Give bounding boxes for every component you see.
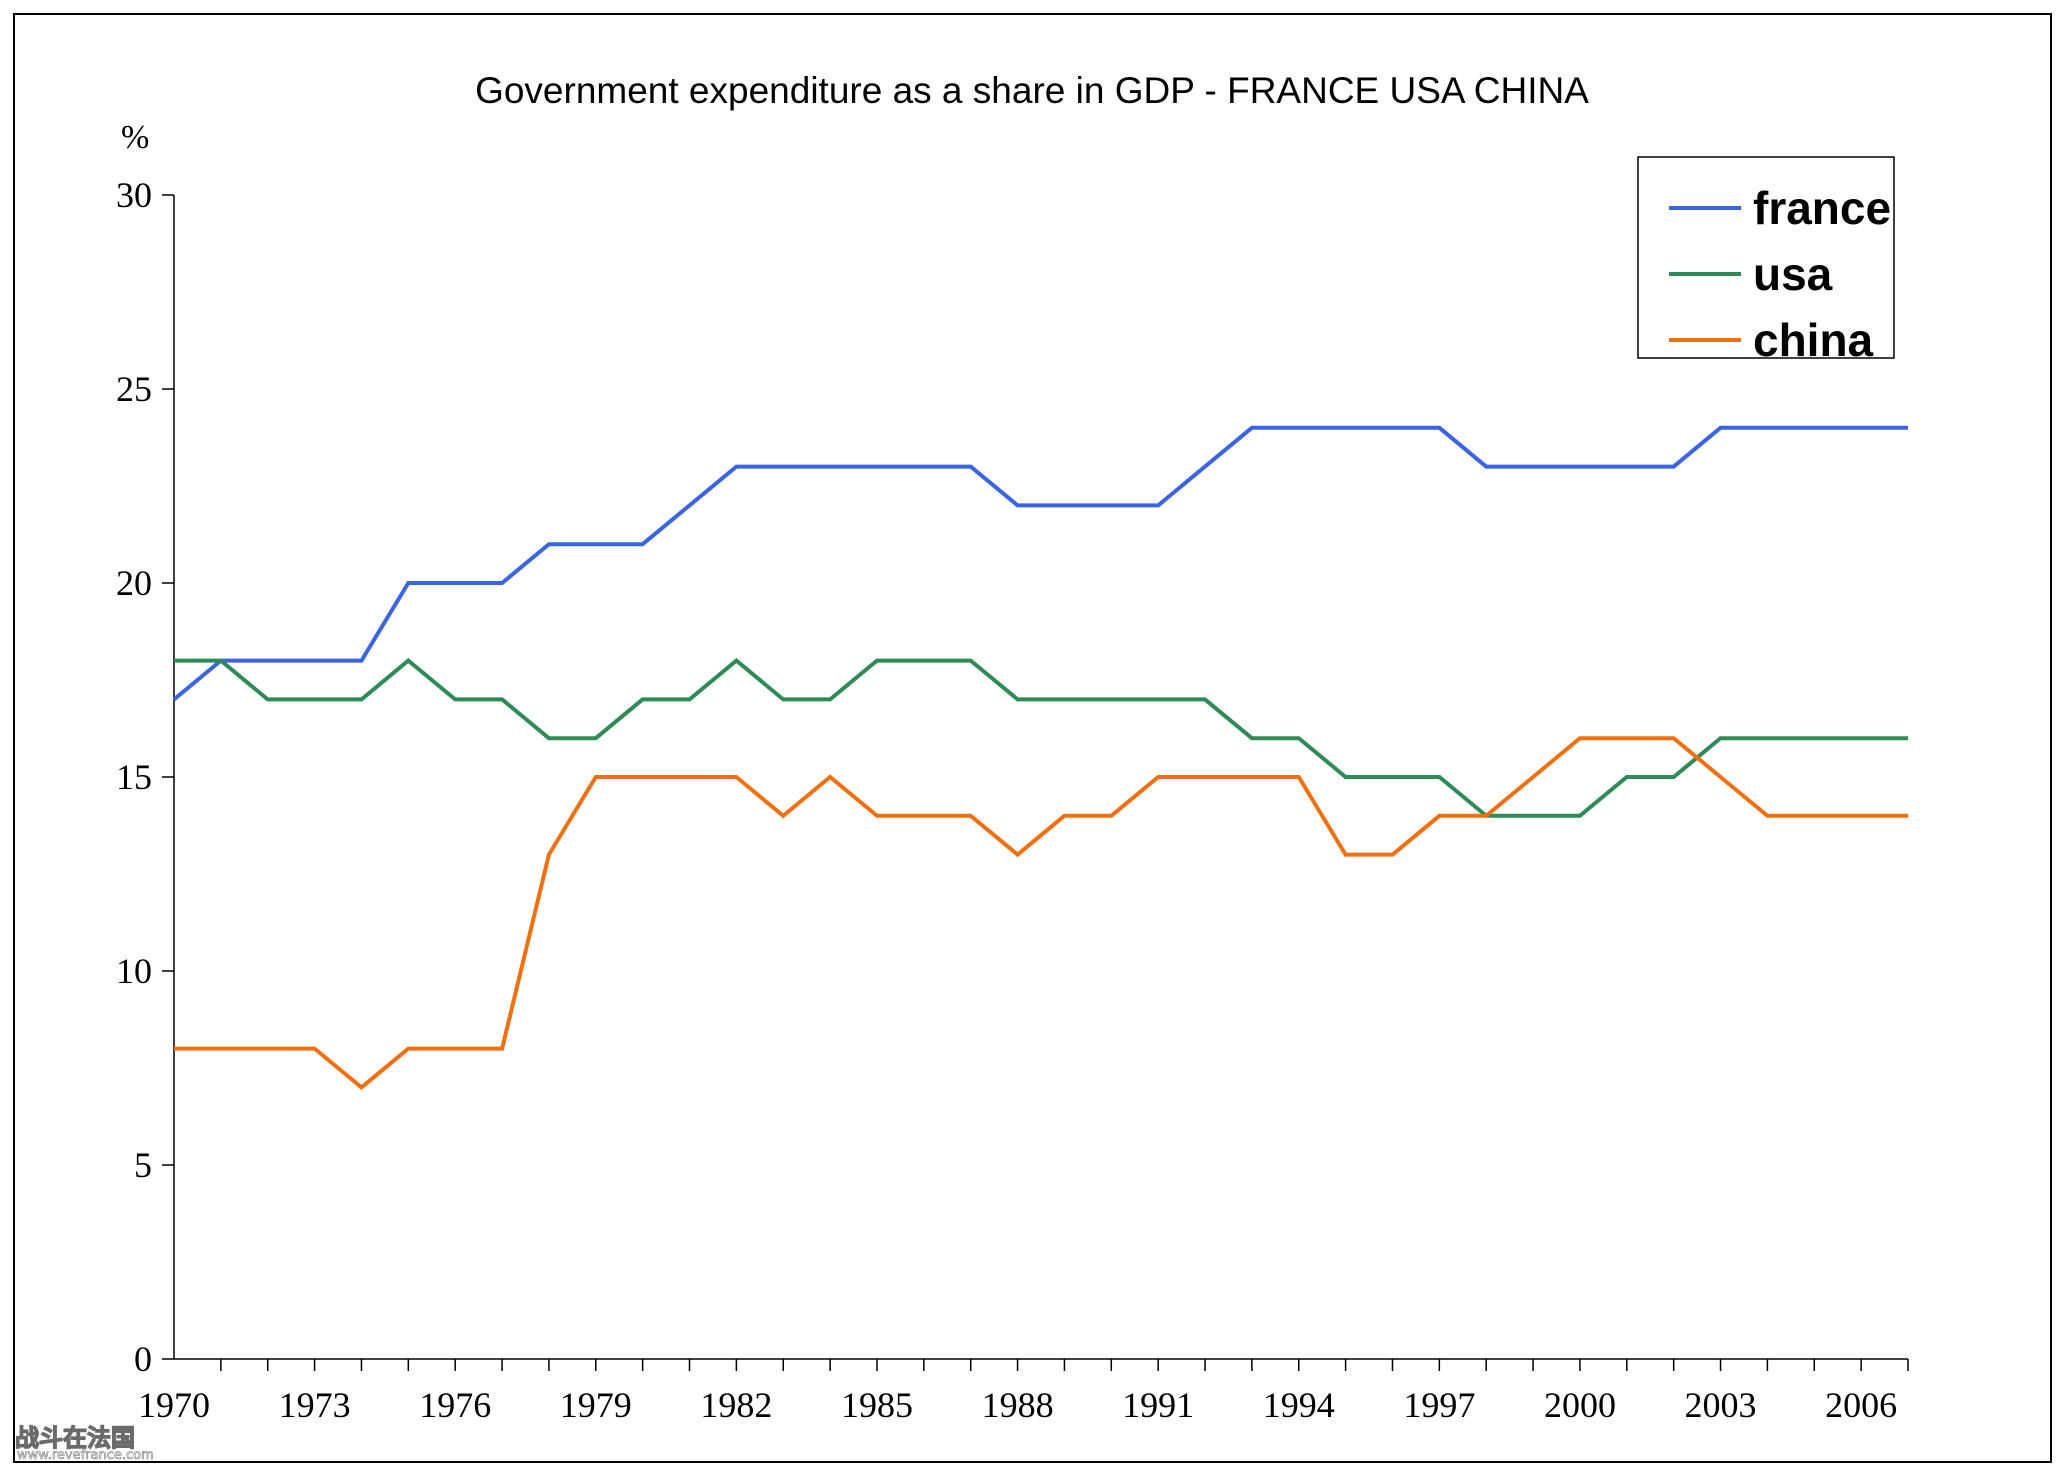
chart-frame: Government expenditure as a share in GDP…: [13, 13, 2052, 1463]
y-tick-label: 30: [116, 175, 152, 215]
chart-title: Government expenditure as a share in GDP…: [475, 70, 1589, 111]
series-line-usa: [174, 658, 1908, 818]
y-tick-label: 20: [116, 563, 152, 603]
x-tick-label: 2006: [1825, 1385, 1897, 1425]
x-tick-label: 1997: [1403, 1385, 1475, 1425]
series-lines: [172, 425, 1908, 1090]
x-tick-label: 1982: [700, 1385, 772, 1425]
watermark: 战斗在法国 www.revefrance.com: [15, 1423, 154, 1461]
legend-label-usa: usa: [1753, 248, 1833, 300]
y-tick-label: 10: [116, 951, 152, 991]
y-tick-label: 15: [116, 757, 152, 797]
x-tick-label: 1985: [841, 1385, 913, 1425]
series-line-france: [172, 425, 1908, 701]
x-tick-label: 2000: [1544, 1385, 1616, 1425]
watermark-url: www.revefrance.com: [17, 1448, 154, 1461]
legend-label-france: france: [1753, 182, 1891, 234]
y-tick-label: 25: [116, 369, 152, 409]
x-tick-label: 2003: [1685, 1385, 1757, 1425]
x-tick-label: 1979: [560, 1385, 632, 1425]
legend: france usa china: [1637, 156, 1895, 366]
line-chart: Government expenditure as a share in GDP…: [15, 70, 1909, 1461]
y-tick-label: 5: [134, 1145, 152, 1185]
series-line-china: [174, 736, 1908, 1090]
x-tick-label: 1973: [279, 1385, 351, 1425]
x-tick-label: 1970: [138, 1385, 210, 1425]
x-tick-label: 1991: [1122, 1385, 1194, 1425]
x-tick-label: 1994: [1263, 1385, 1335, 1425]
y-axis-unit: %: [121, 119, 149, 156]
legend-label-china: china: [1753, 314, 1874, 366]
legend-box: [1637, 156, 1895, 359]
watermark-title: 战斗在法国: [15, 1424, 135, 1452]
y-tick-label: 0: [134, 1339, 152, 1379]
x-tick-label: 1976: [419, 1385, 491, 1425]
axes: 0 5 10 15 20 25 30 1970 1973 1976 1979 1982 1985 1988…: [116, 175, 1909, 1425]
x-tick-label: 1988: [982, 1385, 1054, 1425]
